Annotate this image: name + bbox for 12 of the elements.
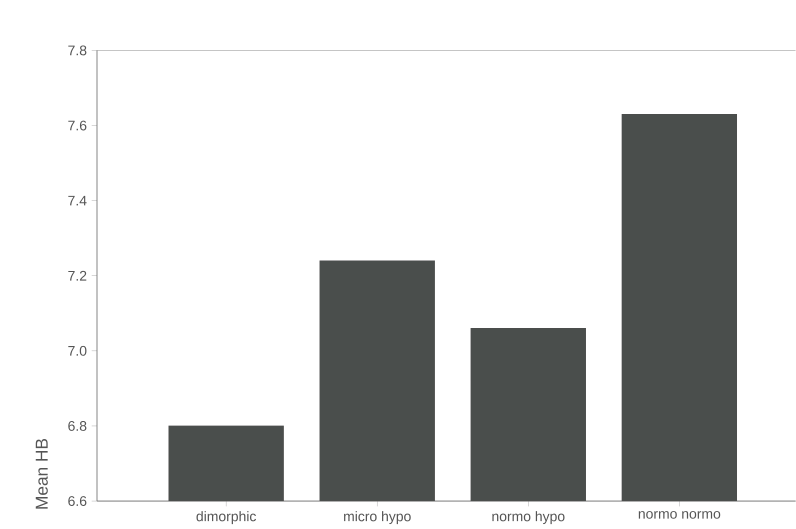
x-tick-label: dimorphic — [196, 510, 256, 524]
x-tick-label: normo normo — [638, 510, 720, 519]
y-tick-label: 7.6 — [68, 120, 86, 130]
y-tick-label: 7.8 — [68, 45, 86, 56]
y-tick-label: 7.0 — [68, 346, 86, 356]
y-tick-label: 7.2 — [68, 270, 86, 280]
x-tick-label: micro hypo — [344, 510, 411, 524]
y-tick-label: 6.6 — [68, 496, 86, 506]
y-axis-title: Mean HB — [36, 438, 48, 508]
x-tick-label: normo hypo — [492, 510, 565, 524]
y-tick-label: 7.4 — [68, 196, 87, 206]
y-tick-label: 6.8 — [68, 420, 86, 431]
